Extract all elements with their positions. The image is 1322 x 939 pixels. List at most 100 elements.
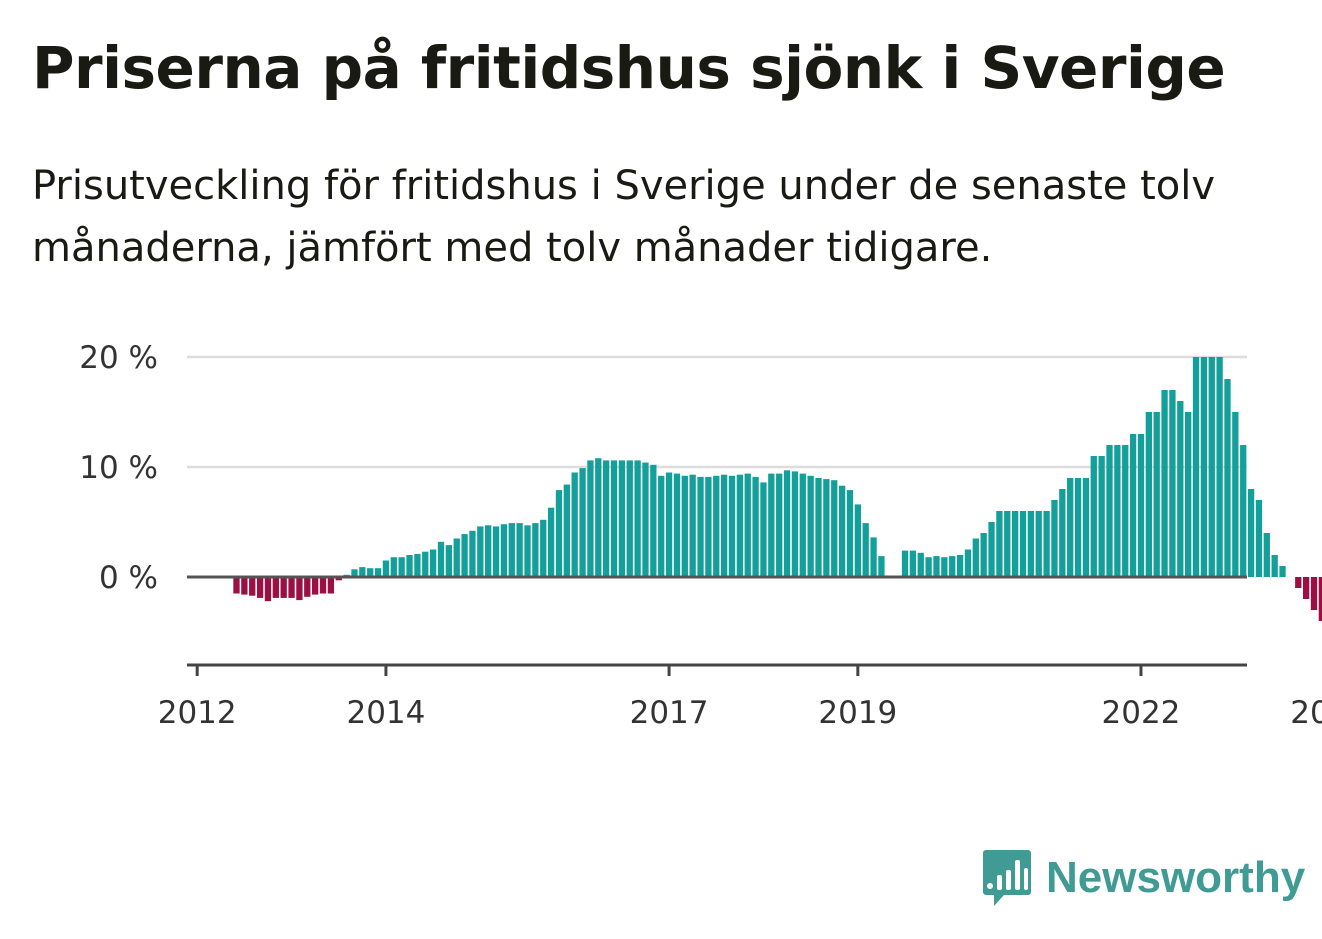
bar	[1137, 434, 1145, 577]
bar	[249, 577, 256, 596]
bar	[1295, 577, 1302, 588]
bar	[878, 556, 885, 577]
bar	[1035, 511, 1042, 577]
bar	[768, 473, 775, 577]
bar	[1310, 577, 1318, 610]
chart-title: Priserna på fritidshus sjönk i Sverige	[32, 34, 1226, 102]
bar	[264, 577, 272, 602]
bar	[610, 460, 618, 577]
bar	[1200, 357, 1208, 577]
bar	[823, 479, 830, 577]
bar	[901, 550, 909, 577]
bar	[540, 519, 547, 577]
bar	[744, 473, 751, 577]
bar	[1082, 478, 1090, 577]
bar	[241, 577, 248, 595]
bar	[1169, 390, 1176, 577]
bar	[461, 534, 468, 577]
bar	[469, 530, 476, 577]
bar	[1263, 533, 1270, 577]
bar	[909, 550, 917, 577]
bar	[532, 523, 539, 577]
bar	[1106, 445, 1113, 577]
bar	[1027, 511, 1035, 577]
bar	[1098, 456, 1105, 577]
bar	[1224, 379, 1231, 577]
bar	[1318, 577, 1322, 621]
bar	[650, 464, 657, 577]
bar	[296, 577, 303, 601]
bar	[949, 556, 956, 577]
bar	[689, 474, 696, 577]
bar	[972, 538, 979, 577]
bar	[1185, 412, 1192, 577]
bar	[516, 523, 523, 577]
bar	[1255, 500, 1263, 577]
bar	[1059, 489, 1066, 577]
bar	[233, 577, 240, 594]
bar	[335, 577, 342, 581]
bar	[1019, 511, 1027, 577]
bar	[1161, 390, 1168, 577]
x-tick-label: 2014	[346, 695, 425, 731]
bar	[791, 471, 799, 577]
bar	[996, 511, 1003, 577]
bar	[1177, 401, 1184, 577]
bar	[1232, 412, 1239, 577]
bar	[681, 475, 688, 577]
bar	[933, 556, 940, 577]
bar	[1279, 566, 1286, 577]
bar	[414, 553, 421, 577]
bar	[697, 476, 704, 577]
bar	[728, 475, 736, 577]
brand-name: Newsworthy	[1046, 853, 1306, 902]
bar	[1043, 511, 1050, 577]
bar	[1208, 357, 1215, 577]
y-tick-label: 10 %	[79, 450, 158, 486]
bar	[1240, 445, 1247, 577]
bar	[925, 557, 932, 577]
bar	[752, 476, 759, 577]
bar	[1067, 478, 1074, 577]
bar	[390, 557, 397, 577]
bar	[367, 568, 374, 577]
bar	[587, 460, 594, 577]
x-tick-label: 2017	[630, 695, 709, 731]
bar	[1247, 489, 1255, 577]
bar	[1114, 445, 1121, 577]
bar	[1129, 434, 1137, 577]
bar	[500, 524, 508, 577]
bar	[453, 538, 460, 577]
bar	[854, 504, 861, 577]
bar	[280, 577, 287, 598]
x-tick-label: 2024	[1290, 695, 1322, 731]
bar	[776, 473, 783, 577]
bar	[327, 577, 335, 594]
x-tick-label: 2022	[1102, 695, 1181, 731]
bar	[1051, 500, 1058, 577]
bar	[634, 460, 641, 577]
bar	[359, 567, 366, 577]
bar	[1271, 555, 1278, 577]
bar	[838, 485, 846, 577]
bar	[658, 475, 665, 577]
bar	[1302, 577, 1310, 599]
bar	[1122, 445, 1129, 577]
bar	[988, 522, 995, 577]
bar	[398, 557, 405, 577]
bar	[382, 560, 390, 577]
bar	[595, 458, 602, 577]
bar	[736, 474, 744, 577]
bar	[760, 482, 767, 577]
bar	[374, 568, 382, 577]
bar	[673, 473, 681, 577]
bar	[862, 523, 869, 577]
bar	[319, 577, 327, 594]
bar	[642, 462, 649, 577]
newsworthy-brand[interactable]: Newsworthy	[982, 848, 1305, 908]
bar	[783, 470, 791, 577]
bar	[941, 557, 948, 577]
bar	[571, 472, 578, 577]
bar	[422, 551, 429, 577]
chart-subtitle: Prisutveckling för fritidshus i Sverige …	[32, 163, 1216, 271]
